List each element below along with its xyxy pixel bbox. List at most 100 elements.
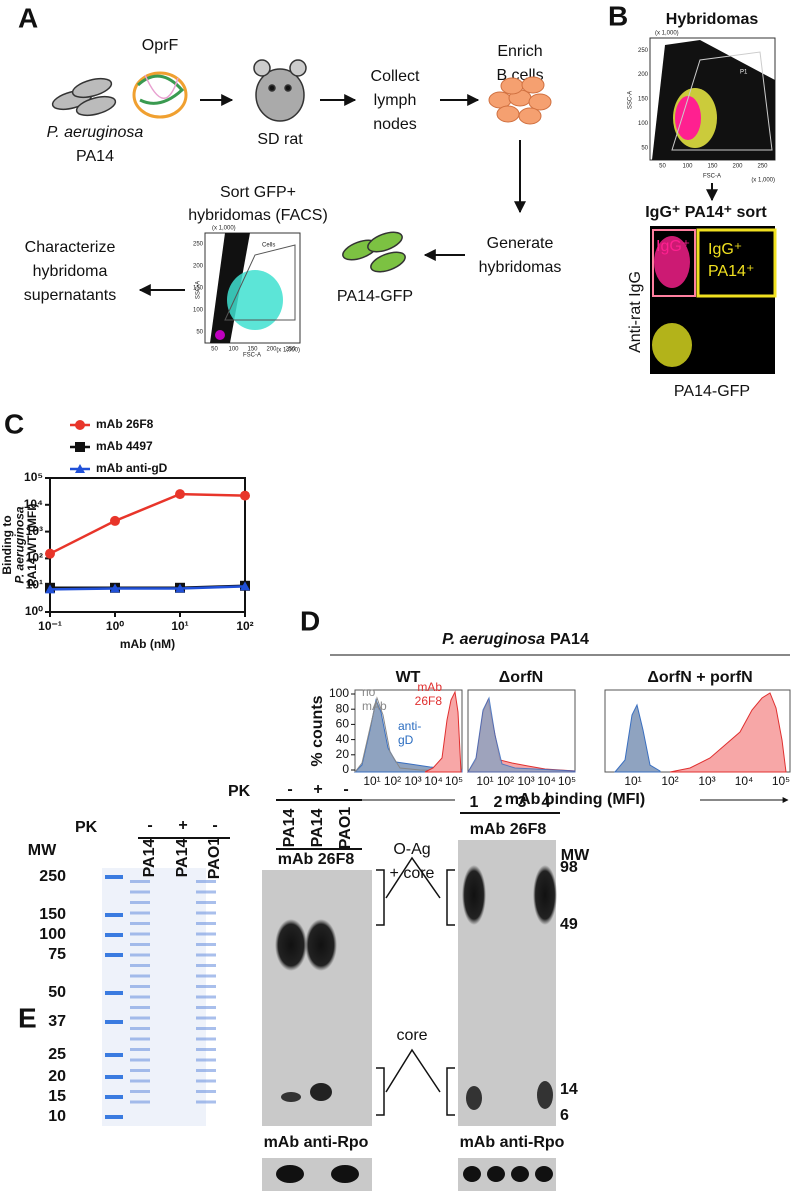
b-cell-icon <box>500 77 524 95</box>
facs-plot: Cells SSC-A FSC-A (x 1,000) (x 1,000) 50… <box>193 226 301 359</box>
band <box>533 865 557 925</box>
band <box>487 1166 505 1182</box>
annotation: anti- <box>398 719 421 733</box>
organism: P. aeruginosa <box>442 631 545 648</box>
x-tick-label: 10² <box>236 619 253 633</box>
ladder-band <box>105 1020 123 1024</box>
x-tick-label: 10⁰ <box>106 619 124 633</box>
band <box>305 919 337 971</box>
antibody: mAb anti-Rpo <box>460 1134 565 1151</box>
ladder-band <box>105 1053 123 1057</box>
bacteria-icon <box>51 77 117 117</box>
lane-label: PA14 <box>281 808 298 847</box>
bracket <box>376 869 385 926</box>
histogram <box>467 696 576 773</box>
protein-icon <box>132 71 188 119</box>
panel-b: B Hybridomas P1 SSC-A FSC-A (x 1,000) (x… <box>608 0 777 400</box>
band <box>310 1083 332 1101</box>
lane-number: 4 <box>542 794 551 811</box>
panel-label: D <box>300 605 320 636</box>
rat-icon <box>284 84 292 92</box>
lane-label: PAO1 <box>206 837 223 879</box>
protein-band <box>196 1016 216 1020</box>
annotation: O-Ag <box>393 841 430 858</box>
mw-label: 150 <box>39 906 66 923</box>
step-text: supernatants <box>24 287 117 304</box>
protein-band <box>130 880 150 883</box>
x-tick-label: 10³ <box>404 774 421 788</box>
mw-label: 37 <box>48 1013 66 1030</box>
tick-label: 50 <box>211 347 218 353</box>
y-tick-label: 10⁴ <box>24 497 43 511</box>
tick-label: 50 <box>196 330 203 336</box>
step-text: hybridomas (FACS) <box>188 207 328 224</box>
x-tick-label: 10² <box>661 774 678 788</box>
protein-band <box>130 943 150 946</box>
protein-band <box>196 1058 216 1062</box>
rat-icon <box>289 59 307 77</box>
panel-a: A P. aeruginosa PA14 OprF SD rat Collect… <box>18 2 561 358</box>
protein-icon <box>144 74 179 99</box>
protein-band <box>130 953 150 957</box>
gfp-bacteria-icon <box>367 231 403 253</box>
organism: P. aeruginosa <box>47 124 144 141</box>
lane-label: PA14 <box>174 838 191 877</box>
axis-label: FSC-A <box>243 353 261 359</box>
panel-title: IgG⁺ PA14⁺ sort <box>645 204 767 221</box>
histogram <box>467 689 576 773</box>
protein-band <box>130 1069 150 1072</box>
point <box>240 581 250 591</box>
panel-label: C <box>4 408 24 439</box>
step-text: Generate <box>487 235 554 252</box>
protein-band <box>130 911 150 915</box>
protein-band <box>196 880 216 883</box>
antibody: mAb 26F8 <box>470 821 547 838</box>
protein-band <box>196 922 216 925</box>
y-tick-label: 10³ <box>26 524 43 538</box>
axis-label: FSC-A <box>703 174 721 180</box>
legend-marker <box>75 442 85 452</box>
tick-label: 150 <box>193 286 204 292</box>
band <box>466 1086 482 1110</box>
y-tick-label: 10⁰ <box>25 604 43 618</box>
pk-sign: - <box>212 817 217 834</box>
ladder-band <box>105 913 123 917</box>
protein-band <box>130 1037 150 1041</box>
protein-band <box>130 1027 150 1030</box>
point <box>175 489 185 500</box>
step-text: Enrich <box>497 43 542 60</box>
protein-band <box>196 964 216 967</box>
blot <box>262 870 372 1126</box>
antibody: mAb anti-Rpo <box>264 1134 369 1151</box>
protein-band <box>196 953 216 957</box>
x-tick-label: 10¹ <box>171 619 188 633</box>
axis-label: PA14-GFP <box>674 383 750 400</box>
band <box>281 1092 301 1102</box>
tick-label: 150 <box>707 164 718 170</box>
protein-band <box>196 995 216 999</box>
tick-label: 250 <box>638 48 649 54</box>
protein-band <box>130 1016 150 1020</box>
step-text: Characterize <box>25 239 116 256</box>
b-cell-icon <box>496 105 520 123</box>
facs-events <box>675 96 701 140</box>
ladder-band <box>105 1075 123 1079</box>
protein-band <box>196 1069 216 1072</box>
protein-band <box>196 974 216 978</box>
mw-label: 6 <box>560 1107 569 1124</box>
protein-band <box>130 964 150 967</box>
gfp-bacteria-icon <box>342 231 406 273</box>
y-tick-label: 0 <box>342 762 349 776</box>
scale-label: (x 1,000) <box>276 348 300 354</box>
step-text: nodes <box>373 116 417 133</box>
lane-number: 3 <box>518 794 527 811</box>
tick-label: 50 <box>659 164 666 170</box>
step-text: Sort GFP+ <box>220 184 296 201</box>
pk-sign: + <box>313 781 322 798</box>
protein-band <box>196 1037 216 1041</box>
panel-d: D P. aeruginosa PA14 WT ΔorfN ΔorfN + po… <box>300 605 791 808</box>
y-tick-label: 80 <box>336 701 350 715</box>
